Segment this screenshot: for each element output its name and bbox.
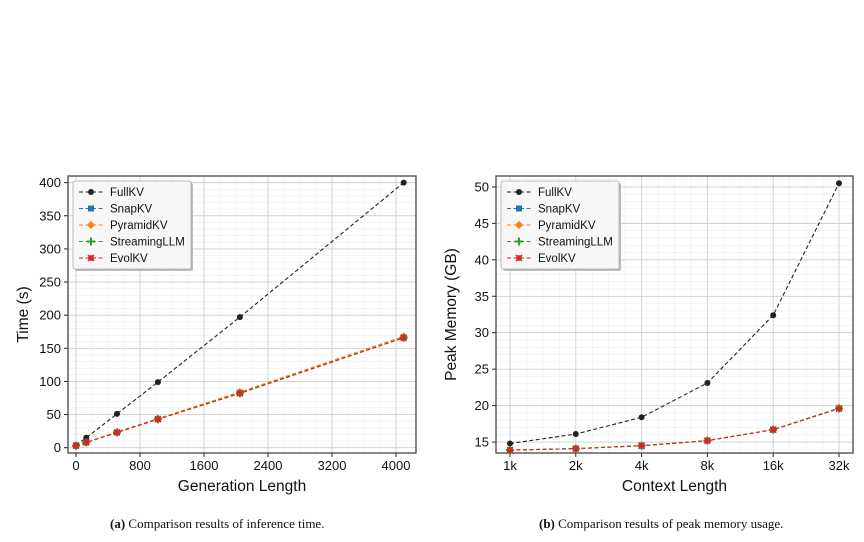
x-tick-label: 2400 [254, 458, 283, 473]
series-evolkv [506, 405, 843, 454]
y-tick-label: 350 [39, 208, 61, 223]
data-point [638, 414, 645, 421]
x-axis-label: Generation Length [178, 478, 306, 495]
legend-marker-cross [87, 254, 95, 262]
legend-label: StreamingLLM [538, 237, 613, 249]
data-point-cross [703, 437, 711, 445]
legend-label: EvolKV [538, 253, 576, 265]
legend-marker [516, 189, 522, 195]
y-axis-label: Peak Memory (GB) [443, 248, 460, 381]
legend-label: FullKV [538, 187, 572, 199]
data-point [507, 440, 513, 447]
data-point [400, 179, 407, 186]
y-tick-label: 20 [475, 398, 489, 413]
data-point [572, 431, 579, 438]
y-tick-label: 25 [475, 362, 489, 377]
legend-label: StreamingLLM [110, 237, 185, 249]
plot-frame [495, 175, 854, 454]
data-point-cross [236, 389, 244, 397]
x-tick-label: 800 [129, 458, 151, 473]
y-tick-label: 0 [54, 440, 61, 455]
legend-box [72, 180, 192, 270]
data-point-cross [769, 426, 777, 434]
x-tick-label: 0 [72, 458, 79, 473]
legend-marker [515, 237, 523, 246]
data-point [704, 380, 711, 387]
x-tick-label: 4000 [382, 458, 411, 473]
data-point-cross [572, 445, 580, 453]
series-fullkv [507, 180, 842, 447]
x-tick-label: 16k [763, 458, 784, 473]
legend-label: PyramidKV [538, 220, 596, 232]
x-tick-label: 1k [503, 458, 517, 473]
legend: FullKV SnapKV PyramidKV StreamingLLM EvolKV [72, 180, 193, 271]
legend-label: EvolKV [110, 253, 148, 265]
legend-marker-cross [515, 254, 523, 262]
caption-b: (b) Comparison results of peak memory us… [539, 516, 783, 532]
data-point-cross [400, 334, 408, 342]
data-point-cross [82, 438, 90, 446]
y-tick-label: 50 [47, 407, 61, 422]
y-tick-label: 300 [39, 241, 61, 256]
legend-label: FullKV [110, 187, 144, 199]
data-point [83, 434, 90, 441]
legend: FullKV SnapKV PyramidKV StreamingLLM EvolKV [500, 180, 621, 271]
y-tick-label: 150 [39, 341, 61, 356]
y-tick-label: 40 [475, 252, 489, 267]
y-tick-label: 250 [39, 275, 61, 290]
data-point-cross [638, 442, 646, 450]
data-point-cross [154, 415, 162, 423]
series-line [509, 408, 840, 451]
legend-label: SnapKV [538, 204, 581, 216]
y-tick-label: 100 [39, 374, 61, 389]
legend-marker [87, 221, 95, 229]
y-tick-label: 30 [475, 325, 489, 340]
series-line [509, 183, 840, 445]
x-tick-label: 32k [829, 458, 850, 473]
legend-box [500, 180, 620, 270]
legend-marker [88, 205, 94, 212]
y-axis-label: Time (s) [15, 286, 32, 342]
data-point [154, 379, 161, 386]
x-axis-label: Context Length [622, 478, 727, 495]
y-tick-label: 50 [475, 179, 489, 194]
x-tick-label: 2k [569, 458, 583, 473]
caption-b-text: Comparison results of peak memory usage. [554, 516, 784, 531]
data-point-cross [835, 405, 843, 413]
y-tick-label: 35 [475, 289, 489, 304]
legend-label: PyramidKV [110, 220, 168, 232]
legend-marker [87, 237, 95, 246]
data-point [113, 410, 120, 417]
chart-panel-b: 15 20 25 30 35 40 45 50 1k 2k 4k 8k 16k 32k Context Le… [443, 175, 854, 495]
x-tick-label: 1600 [190, 458, 219, 473]
legend-label: SnapKV [110, 204, 153, 216]
x-tick-label: 4k [635, 458, 649, 473]
caption-a-text: Comparison results of inference time. [125, 516, 325, 531]
legend-marker [88, 189, 94, 195]
y-tick-label: 15 [475, 435, 489, 450]
y-tick-label: 400 [39, 175, 61, 190]
plot-frame [67, 175, 417, 454]
caption-a-label: (a) [110, 516, 126, 531]
caption-a: (a) Comparison results of inference time… [110, 516, 324, 532]
caption-b-label: (b) [539, 516, 555, 531]
data-point [770, 312, 777, 319]
x-tick-label: 3200 [318, 458, 347, 473]
data-point-cross [113, 428, 121, 436]
y-tick-label: 45 [475, 216, 489, 231]
data-point [836, 180, 842, 187]
legend-marker [515, 221, 523, 229]
y-tick-label: 200 [39, 308, 61, 323]
series-evolkv [72, 334, 408, 450]
legend-marker [516, 205, 522, 212]
data-point-cross [506, 446, 514, 454]
data-point-cross [72, 442, 80, 450]
data-point [236, 314, 243, 321]
x-tick-label: 8k [701, 458, 715, 473]
